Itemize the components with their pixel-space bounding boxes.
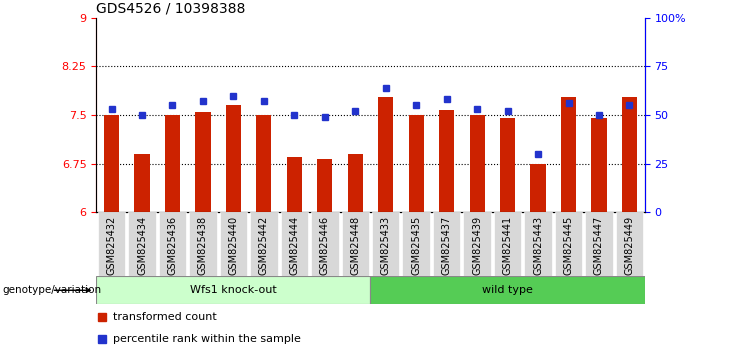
Text: GSM825433: GSM825433 bbox=[381, 216, 391, 275]
Text: GSM825449: GSM825449 bbox=[625, 216, 634, 275]
FancyBboxPatch shape bbox=[372, 212, 399, 276]
Text: GDS4526 / 10398388: GDS4526 / 10398388 bbox=[96, 1, 246, 15]
FancyBboxPatch shape bbox=[616, 212, 643, 276]
Text: GSM825447: GSM825447 bbox=[594, 216, 604, 275]
FancyBboxPatch shape bbox=[250, 212, 278, 276]
Text: genotype/variation: genotype/variation bbox=[2, 285, 101, 295]
FancyBboxPatch shape bbox=[585, 212, 613, 276]
Text: GSM825442: GSM825442 bbox=[259, 216, 269, 275]
Bar bbox=[622, 97, 637, 212]
Text: GSM825438: GSM825438 bbox=[198, 216, 208, 275]
FancyBboxPatch shape bbox=[189, 212, 216, 276]
Bar bbox=[165, 115, 180, 212]
Bar bbox=[591, 118, 607, 212]
FancyBboxPatch shape bbox=[128, 212, 156, 276]
Text: GSM825446: GSM825446 bbox=[320, 216, 330, 275]
FancyBboxPatch shape bbox=[98, 212, 125, 276]
FancyBboxPatch shape bbox=[555, 212, 582, 276]
Bar bbox=[500, 118, 515, 212]
FancyBboxPatch shape bbox=[525, 212, 552, 276]
Bar bbox=[408, 115, 424, 212]
Text: wild type: wild type bbox=[482, 285, 533, 295]
FancyBboxPatch shape bbox=[159, 212, 186, 276]
Text: transformed count: transformed count bbox=[113, 312, 216, 322]
Bar bbox=[134, 154, 150, 212]
Text: GSM825440: GSM825440 bbox=[228, 216, 239, 275]
Text: percentile rank within the sample: percentile rank within the sample bbox=[113, 334, 301, 344]
FancyBboxPatch shape bbox=[96, 276, 370, 304]
Bar bbox=[531, 164, 545, 212]
FancyBboxPatch shape bbox=[370, 276, 645, 304]
Bar bbox=[256, 115, 271, 212]
Text: GSM825441: GSM825441 bbox=[502, 216, 513, 275]
FancyBboxPatch shape bbox=[219, 212, 247, 276]
Bar bbox=[561, 97, 576, 212]
Text: GSM825432: GSM825432 bbox=[107, 216, 116, 275]
Bar bbox=[287, 157, 302, 212]
FancyBboxPatch shape bbox=[342, 212, 369, 276]
FancyBboxPatch shape bbox=[463, 212, 491, 276]
Text: GSM825439: GSM825439 bbox=[472, 216, 482, 275]
FancyBboxPatch shape bbox=[402, 212, 430, 276]
Bar bbox=[348, 154, 363, 212]
Bar bbox=[378, 97, 393, 212]
Bar bbox=[196, 112, 210, 212]
Text: GSM825444: GSM825444 bbox=[289, 216, 299, 275]
Bar bbox=[104, 115, 119, 212]
FancyBboxPatch shape bbox=[311, 212, 339, 276]
Text: Wfs1 knock-out: Wfs1 knock-out bbox=[190, 285, 277, 295]
Text: GSM825445: GSM825445 bbox=[563, 216, 574, 275]
Text: GSM825435: GSM825435 bbox=[411, 216, 421, 275]
Text: GSM825434: GSM825434 bbox=[137, 216, 147, 275]
Bar bbox=[226, 105, 241, 212]
Bar bbox=[317, 159, 333, 212]
FancyBboxPatch shape bbox=[281, 212, 308, 276]
FancyBboxPatch shape bbox=[494, 212, 522, 276]
Text: GSM825448: GSM825448 bbox=[350, 216, 360, 275]
Text: GSM825437: GSM825437 bbox=[442, 216, 452, 275]
FancyBboxPatch shape bbox=[433, 212, 460, 276]
Text: GSM825436: GSM825436 bbox=[167, 216, 178, 275]
Text: GSM825443: GSM825443 bbox=[533, 216, 543, 275]
Bar bbox=[470, 115, 485, 212]
Bar bbox=[439, 110, 454, 212]
